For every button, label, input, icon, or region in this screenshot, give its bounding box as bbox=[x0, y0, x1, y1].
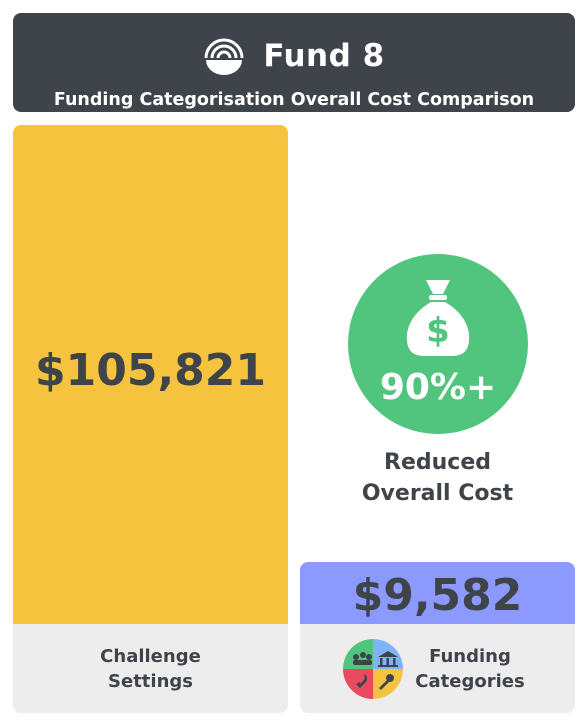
value-label-challenge-settings: $105,821 bbox=[34, 345, 267, 396]
category-label-funding-categories: Funding Categories bbox=[415, 646, 525, 692]
header-banner: Fund 8 Funding Categorisation Overall Co… bbox=[13, 13, 575, 112]
fund-title: Fund 8 bbox=[263, 38, 385, 74]
funding-categories-quadrant-icon bbox=[343, 639, 403, 699]
bar-funding-categories bbox=[300, 562, 575, 624]
bar-challenge-settings bbox=[13, 125, 288, 624]
header-title-row: Fund 8 bbox=[13, 35, 575, 77]
category-label-box-challenge-settings: Challenge Settings bbox=[13, 624, 288, 713]
category-label-challenge-settings: Challenge Settings bbox=[100, 646, 201, 692]
rainbow-arch-icon bbox=[204, 38, 244, 75]
reduction-circle: $ 90%+ bbox=[348, 254, 528, 434]
money-bag-dollar-icon: $ bbox=[406, 280, 470, 356]
value-label-funding-categories: $9,582 bbox=[352, 570, 523, 621]
chart-subtitle: Funding Categorisation Overall Cost Comp… bbox=[53, 90, 535, 110]
svg-text:$: $ bbox=[426, 311, 450, 351]
reduced-overall-cost-text: Reduced Overall Cost bbox=[361, 450, 514, 506]
category-label-box-funding-categories: Funding Categories bbox=[300, 624, 575, 713]
reduction-percentage: 90%+ bbox=[379, 367, 497, 408]
